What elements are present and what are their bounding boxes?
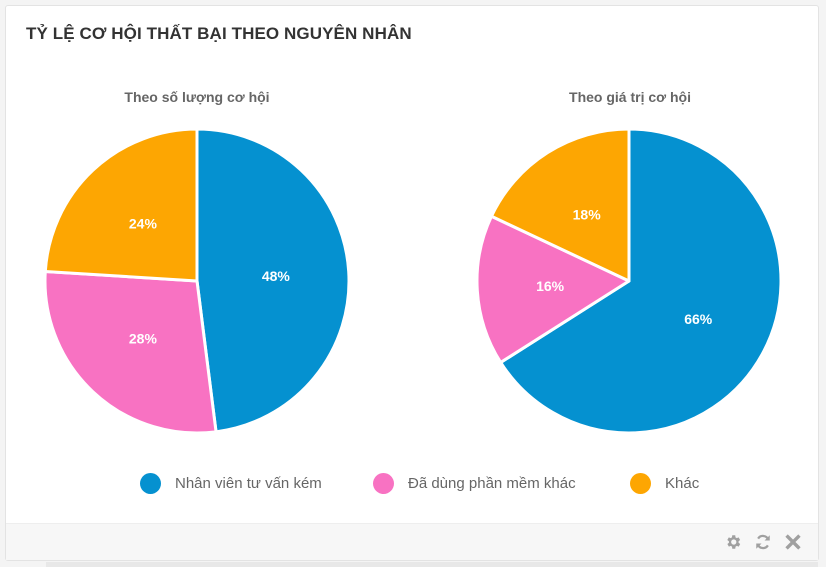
pie-data-label-value-1: 16% <box>536 278 565 294</box>
pie-slice-value-1[interactable] <box>475 214 631 364</box>
chart-widget: TỶ LỆ CƠ HỘI THẤT BẠI THEO NGUYÊN NHÂN T… <box>5 5 819 561</box>
pie-data-label-value-2: 18% <box>573 206 602 222</box>
refresh-icon[interactable] <box>752 531 774 553</box>
pie-data-label-quantity-0: 48% <box>262 268 291 284</box>
pie-chart-quantity: 48% 28% 24% <box>43 127 351 435</box>
legend-item-consultant[interactable]: Nhân viên tư vấn kém <box>140 468 322 498</box>
pie-slice-value-0[interactable] <box>499 127 783 435</box>
legend-label: Khác <box>665 474 700 492</box>
chart-title-quantity: Theo số lượng cơ hội <box>124 89 270 105</box>
legend-label: Nhân viên tư vấn kém <box>175 474 322 492</box>
legend-item-other-software[interactable]: Đã dùng phần mềm khác <box>373 468 576 498</box>
close-icon[interactable] <box>782 531 804 553</box>
charts-area: Theo số lượng cơ hội 48% 28% 24% Theo giá … <box>6 6 820 526</box>
pie-data-label-quantity-1: 28% <box>129 331 158 347</box>
legend-dot-pink <box>373 472 394 494</box>
widget-title: TỶ LỆ CƠ HỘI THẤT BẠI THEO NGUYÊN NHÂN <box>26 24 412 43</box>
pie-data-label-value-0: 66% <box>684 311 713 327</box>
panel-edge <box>46 562 818 567</box>
widget-footer <box>6 523 818 560</box>
pie-data-label-quantity-2: 24% <box>129 215 158 231</box>
pie-slice-quantity-1[interactable] <box>43 269 218 435</box>
chart-title-value: Theo giá trị cơ hội <box>569 89 691 105</box>
legend-dot-orange <box>630 472 651 494</box>
pie-slice-value-2[interactable] <box>489 127 631 283</box>
legend-item-other[interactable]: Khác <box>630 468 699 498</box>
pie-slice-quantity-2[interactable] <box>43 127 199 283</box>
pie-slice-quantity-0[interactable] <box>195 127 351 434</box>
gear-icon[interactable] <box>722 531 744 553</box>
legend-label: Đã dùng phần mềm khác <box>408 474 576 492</box>
pie-chart-value: 66% 16% 18% <box>475 127 783 435</box>
legend-dot-blue <box>140 472 161 494</box>
chart-legend: Nhân viên tư vấn kém Đã dùng phần mềm kh… <box>6 468 820 498</box>
